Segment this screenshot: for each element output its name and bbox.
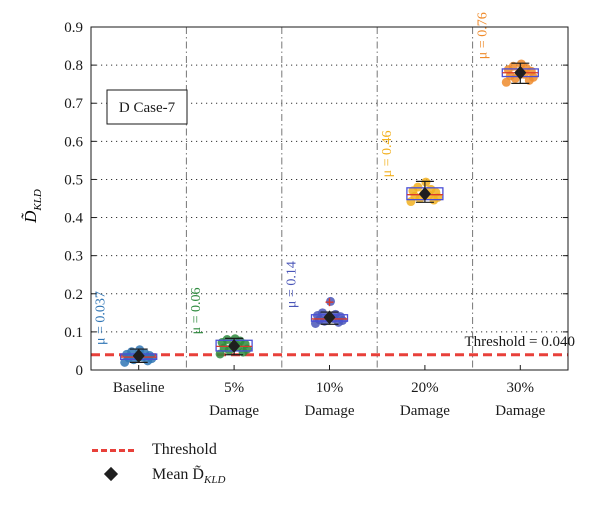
data-point (501, 77, 511, 87)
y-axis-label: D̃KLD (21, 189, 44, 224)
mean-diamond (323, 310, 336, 325)
legend-item-threshold: Threshold (90, 437, 350, 463)
x-tick-label: 30% (507, 380, 535, 396)
legend: Threshold Mean D̃KLD (90, 437, 350, 489)
case-label-box: D Case-7 (106, 89, 188, 125)
plot-frame (90, 26, 569, 371)
mean-markers (132, 65, 527, 363)
data-point (413, 182, 423, 192)
case-label: D Case-7 (119, 100, 176, 116)
box-plot-chart: μ = 0.037 μ = 0.06 μ = 0.14 μ = 0.46 μ = 0.7… (21, 12, 575, 419)
mean-diamond (514, 65, 527, 80)
y-tick-label: 0.5 (64, 172, 83, 188)
y-tick-label: 0.3 (64, 249, 83, 265)
grid-lines (91, 27, 568, 370)
x-tick-label-line2: Damage (495, 403, 545, 419)
y-tick-label: 0.9 (64, 20, 83, 36)
x-tick-label-line2: Damage (305, 403, 355, 419)
mean-label: μ = 0.06 (189, 287, 204, 334)
mean-label: μ = 0.46 (380, 130, 395, 177)
y-tick-label: 0.4 (64, 211, 83, 227)
y-tick-label: 0.6 (64, 134, 83, 150)
legend-label-threshold: Threshold (152, 441, 217, 458)
y-tick-label: 0.1 (64, 325, 83, 341)
data-point (421, 177, 431, 187)
legend-label-mean: Mean D̃KLD (152, 466, 226, 486)
y-axis-label-main: D̃ (21, 210, 40, 224)
mean-diamond (228, 338, 241, 353)
mean-diamond (418, 186, 431, 201)
x-tick-labels: Baseline 5% Damage 10% Damage 20% Damage 30% Dam… (113, 380, 546, 419)
threshold-label: Threshold = 0.040 (464, 334, 575, 350)
y-tick-label: 0.7 (64, 96, 83, 112)
y-axis-label-sub: KLD (32, 189, 44, 211)
legend-label-mean-sub: KLD (203, 474, 226, 486)
x-tick-label: 20% (411, 380, 439, 396)
axes (90, 26, 569, 371)
legend-item-mean: Mean D̃KLD (90, 463, 350, 489)
mean-label: μ = 0.037 (94, 291, 109, 345)
x-tick-label-line2: Damage (400, 403, 450, 419)
diamond-icon (90, 466, 136, 486)
data-point (326, 296, 335, 306)
x-tick-label-line2: Damage (209, 403, 259, 419)
y-tick-labels: 0 0.1 0.2 0.3 0.4 0.5 0.6 0.7 0.8 0.9 (64, 20, 83, 379)
y-tick-label: 0.2 (64, 287, 83, 303)
x-tick-label: Baseline (113, 380, 165, 396)
y-tick-label: 0 (76, 363, 84, 379)
svg-text:D̃KLD: D̃KLD (21, 189, 44, 224)
data-point (222, 335, 232, 345)
dashed-line-icon (90, 440, 136, 460)
mean-label: μ = 0.76 (475, 12, 490, 59)
mean-labels: μ = 0.037 μ = 0.06 μ = 0.14 μ = 0.46 μ = 0.7… (94, 12, 491, 345)
y-tick-label: 0.8 (64, 58, 83, 74)
mean-diamond (132, 348, 145, 363)
data-point (516, 59, 526, 69)
x-tick-label: 10% (316, 380, 344, 396)
x-tick-label: 5% (224, 380, 244, 396)
mean-label: μ = 0.14 (285, 261, 300, 308)
